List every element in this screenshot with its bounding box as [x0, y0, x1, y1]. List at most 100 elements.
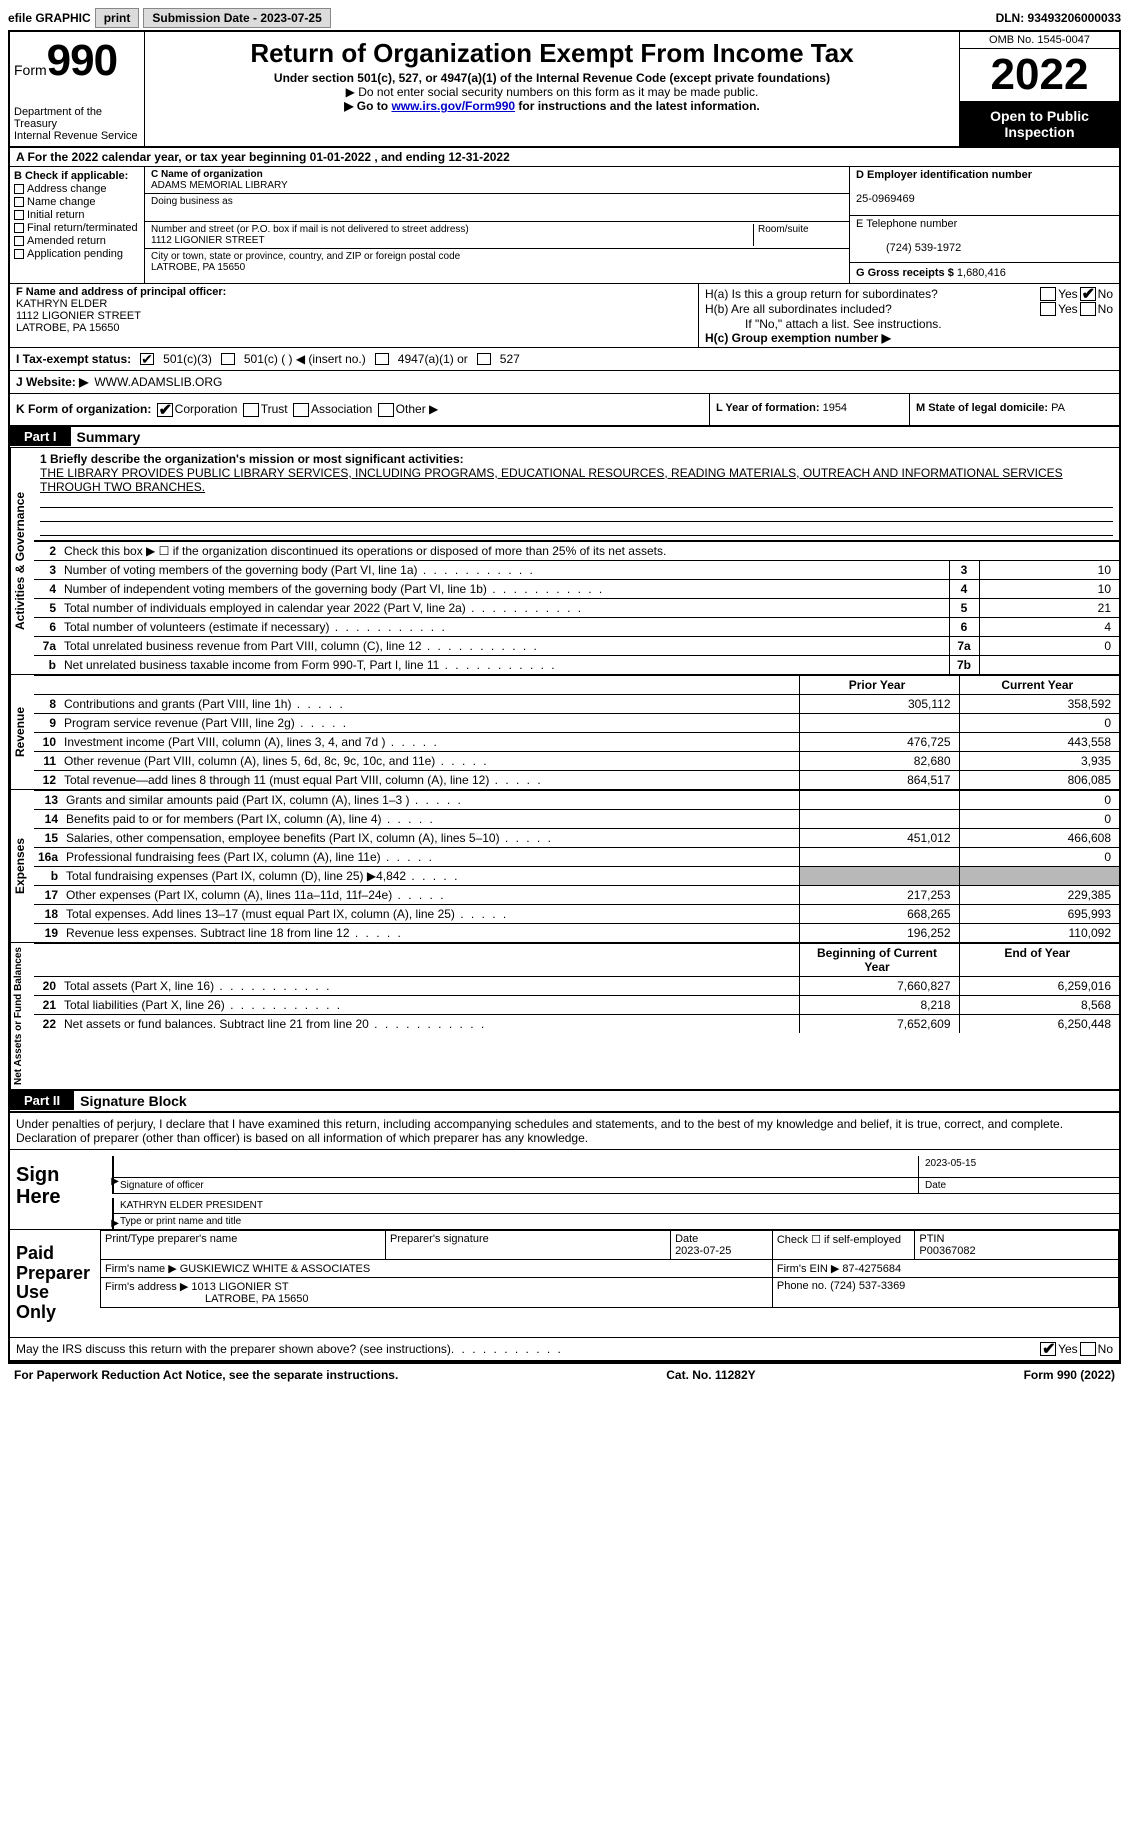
cb-final-return[interactable]: Final return/terminated	[14, 222, 140, 234]
irs-label: Internal Revenue Service	[14, 130, 140, 142]
firm-addr: 1013 LIGONIER ST	[191, 1281, 288, 1293]
note-ssn: ▶ Do not enter social security numbers o…	[153, 85, 951, 99]
tax-year: 2022	[960, 49, 1119, 102]
form-subtitle: Under section 501(c), 527, or 4947(a)(1)…	[153, 71, 951, 85]
state-domicile: PA	[1051, 402, 1065, 414]
section-bcdefg: B Check if applicable: Address change Na…	[10, 167, 1119, 284]
footer-left: For Paperwork Reduction Act Notice, see …	[14, 1368, 398, 1382]
header-middle: Return of Organization Exempt From Incom…	[145, 32, 959, 146]
table-ag: 2Check this box ▶ ☐ if the organization …	[34, 541, 1119, 560]
tab-netassets: Net Assets or Fund Balances	[10, 943, 34, 1089]
h-b-yes[interactable]	[1040, 302, 1056, 316]
form990-link[interactable]: www.irs.gov/Form990	[391, 99, 515, 113]
website-value: WWW.ADAMSLIB.ORG	[94, 375, 222, 389]
paid-prep-label: Paid Preparer Use Only	[10, 1230, 100, 1337]
omb-number: OMB No. 1545-0047	[960, 32, 1119, 49]
cb-application-pending[interactable]: Application pending	[14, 248, 140, 260]
h-a-yes[interactable]	[1040, 287, 1056, 301]
mission-text: THE LIBRARY PROVIDES PUBLIC LIBRARY SERV…	[40, 466, 1113, 494]
discuss-yes[interactable]	[1040, 1342, 1056, 1356]
summary-rev: Revenue Prior YearCurrent Year8Contribut…	[10, 675, 1119, 790]
form-prefix: Form	[14, 62, 47, 78]
ein-value: 25-0969469	[856, 193, 915, 205]
dln-number: DLN: 93493206000033	[996, 11, 1121, 25]
print-button[interactable]: print	[95, 8, 140, 28]
submission-date: Submission Date - 2023-07-25	[143, 8, 330, 28]
dept-treasury: Department of the Treasury	[14, 106, 140, 130]
dba-label: Doing business as	[145, 194, 849, 222]
gross-label: G Gross receipts $	[856, 267, 954, 279]
form-header: Form990 Department of the Treasury Inter…	[10, 32, 1119, 148]
name-label: C Name of organization	[151, 169, 263, 180]
footer-cat: Cat. No. 11282Y	[666, 1368, 755, 1382]
box-c: C Name of organization ADAMS MEMORIAL LI…	[145, 167, 849, 283]
cb-501c[interactable]	[221, 353, 235, 365]
org-name: ADAMS MEMORIAL LIBRARY	[151, 180, 288, 191]
header-left: Form990 Department of the Treasury Inter…	[10, 32, 145, 146]
cb-501c3[interactable]	[140, 353, 154, 365]
header-right: OMB No. 1545-0047 2022 Open to Public In…	[959, 32, 1119, 146]
part1-header: Part I Summary	[10, 427, 1119, 448]
tab-expenses: Expenses	[10, 790, 34, 942]
page-footer: For Paperwork Reduction Act Notice, see …	[8, 1364, 1121, 1386]
year-formation: 1954	[823, 402, 847, 414]
row-a-calendar: A For the 2022 calendar year, or tax yea…	[10, 148, 1119, 167]
gross-value: 1,680,416	[957, 267, 1006, 279]
sign-date: 2023-05-15	[919, 1156, 1119, 1177]
suite-label: Room/suite	[753, 224, 843, 246]
city-value: LATROBE, PA 15650	[151, 262, 245, 273]
cb-trust[interactable]	[243, 403, 259, 417]
summary-na: Net Assets or Fund Balances Beginning of…	[10, 943, 1119, 1091]
row-j: J Website: ▶ WWW.ADAMSLIB.ORG	[10, 371, 1119, 394]
cb-other[interactable]	[378, 403, 394, 417]
tab-revenue: Revenue	[10, 675, 34, 789]
tab-activities: Activities & Governance	[10, 448, 34, 674]
cb-527[interactable]	[477, 353, 491, 365]
box-f: F Name and address of principal officer:…	[10, 284, 699, 347]
h-c: H(c) Group exemption number ▶	[705, 331, 1113, 345]
box-h: H(a) Is this a group return for subordin…	[699, 284, 1119, 347]
street-label: Number and street (or P.O. box if mail i…	[151, 224, 469, 235]
cb-name-change[interactable]: Name change	[14, 196, 140, 208]
open-inspection: Open to Public Inspection	[960, 102, 1119, 146]
signature-block: Sign Here 2023-05-15 Signature of office…	[10, 1149, 1119, 1229]
firm-city: LATROBE, PA 15650	[105, 1293, 309, 1305]
cb-amended-return[interactable]: Amended return	[14, 235, 140, 247]
discuss-no[interactable]	[1080, 1342, 1096, 1356]
h-b-no[interactable]	[1080, 302, 1096, 316]
footer-form: Form 990 (2022)	[1024, 1368, 1115, 1382]
form-number: 990	[47, 36, 117, 85]
col-de: D Employer identification number 25-0969…	[849, 167, 1119, 283]
form-title: Return of Organization Exempt From Incom…	[153, 38, 951, 69]
officer-street: 1112 LIGONIER STREET	[16, 310, 141, 322]
officer-name-title: KATHRYN ELDER PRESIDENT	[114, 1198, 1119, 1213]
box-b: B Check if applicable: Address change Na…	[10, 167, 145, 283]
summary-ag: Activities & Governance 1 Briefly descri…	[10, 448, 1119, 675]
form-container: Form990 Department of the Treasury Inter…	[8, 30, 1121, 1364]
cb-corp[interactable]	[157, 403, 173, 417]
officer-city: LATROBE, PA 15650	[16, 322, 120, 334]
discuss-row: May the IRS discuss this return with the…	[10, 1338, 1119, 1362]
cb-assoc[interactable]	[293, 403, 309, 417]
row-i: I Tax-exempt status: 501(c)(3) 501(c) ( …	[10, 348, 1119, 371]
row-klm: K Form of organization: Corporation Trus…	[10, 394, 1119, 427]
cb-initial-return[interactable]: Initial return	[14, 209, 140, 221]
cb-4947[interactable]	[375, 353, 389, 365]
part2-header: Part II Signature Block	[10, 1091, 1119, 1112]
firm-name: GUSKIEWICZ WHITE & ASSOCIATES	[180, 1263, 371, 1275]
cb-address-change[interactable]: Address change	[14, 183, 140, 195]
top-toolbar: efile GRAPHIC print Submission Date - 20…	[8, 8, 1121, 28]
firm-phone: (724) 537-3369	[830, 1280, 905, 1292]
phone-value: (724) 539-1972	[856, 242, 961, 254]
summary-exp: Expenses 13Grants and similar amounts pa…	[10, 790, 1119, 943]
efile-label: efile GRAPHIC	[8, 11, 91, 25]
preparer-block: Paid Preparer Use Only Print/Type prepar…	[10, 1229, 1119, 1338]
ptin: P00367082	[919, 1245, 975, 1257]
self-employed-check[interactable]: Check ☐ if self-employed	[772, 1230, 915, 1259]
h-a-no[interactable]	[1080, 287, 1096, 301]
row-fh: F Name and address of principal officer:…	[10, 284, 1119, 348]
phone-label: E Telephone number	[856, 218, 957, 230]
firm-ein: 87-4275684	[842, 1263, 901, 1275]
note-goto: ▶ Go to www.irs.gov/Form990 for instruct…	[153, 99, 951, 113]
street-value: 1112 LIGONIER STREET	[151, 235, 265, 246]
